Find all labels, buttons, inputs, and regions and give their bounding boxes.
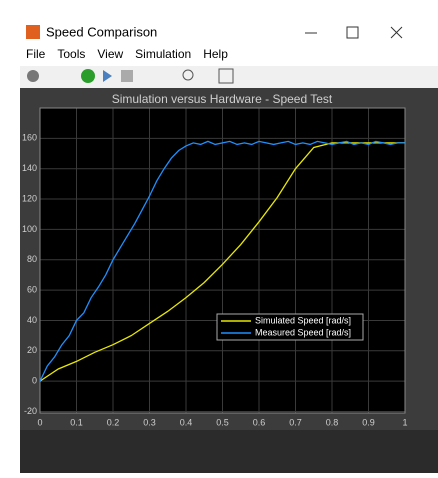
x-tick-label: 1 <box>402 417 407 427</box>
stop-button[interactable] <box>121 70 133 82</box>
chart-title: Simulation versus Hardware - Speed Test <box>112 92 333 106</box>
settings-button[interactable] <box>27 70 39 82</box>
y-tick-label: 20 <box>27 345 37 355</box>
menu-item[interactable]: Simulation <box>135 47 191 61</box>
run-button[interactable] <box>81 69 95 83</box>
x-tick-label: 0.8 <box>326 417 339 427</box>
x-tick-label: 0 <box>37 417 42 427</box>
menu-item[interactable]: File <box>26 47 46 61</box>
x-tick-label: 0.4 <box>180 417 193 427</box>
y-tick-label: 140 <box>22 163 37 173</box>
menu-item[interactable]: Help <box>203 47 228 61</box>
y-tick-label: 40 <box>27 315 37 325</box>
series-line <box>39 140 405 382</box>
y-tick-label: 60 <box>27 284 37 294</box>
y-tick-label: 120 <box>22 193 37 203</box>
x-tick-label: 0.2 <box>107 417 120 427</box>
step-button[interactable] <box>103 70 112 82</box>
legend-label: Measured Speed [rad/s] <box>255 327 351 337</box>
close[interactable] <box>390 26 403 39</box>
plot-frame <box>39 107 406 414</box>
x-tick-label: 0.9 <box>362 417 375 427</box>
fit-button[interactable] <box>218 68 234 84</box>
legend-box <box>216 313 364 341</box>
y-tick-label: 160 <box>22 133 37 143</box>
zoom-button[interactable] <box>182 69 194 81</box>
series-line <box>39 142 405 382</box>
y-tick-label: -20 <box>24 406 37 416</box>
menu-item[interactable]: View <box>97 47 123 61</box>
x-tick-label: 0.3 <box>143 417 156 427</box>
legend-label: Simulated Speed [rad/s] <box>255 315 351 325</box>
status-bar <box>20 430 438 473</box>
menu-item[interactable]: Tools <box>57 47 85 61</box>
x-tick-label: 0.5 <box>216 417 229 427</box>
window-title: Speed Comparison <box>46 24 157 39</box>
y-tick-label: 100 <box>22 224 37 234</box>
x-tick-label: 0.7 <box>289 417 302 427</box>
y-tick-label: 80 <box>27 254 37 264</box>
menu-bar: File Tools View Simulation Help <box>26 47 228 61</box>
maximize[interactable] <box>346 26 359 39</box>
x-tick-label: 0.6 <box>253 417 266 427</box>
y-tick-label: 0 <box>32 376 37 386</box>
x-tick-label: 0.1 <box>70 417 83 427</box>
app-icon <box>26 25 40 39</box>
